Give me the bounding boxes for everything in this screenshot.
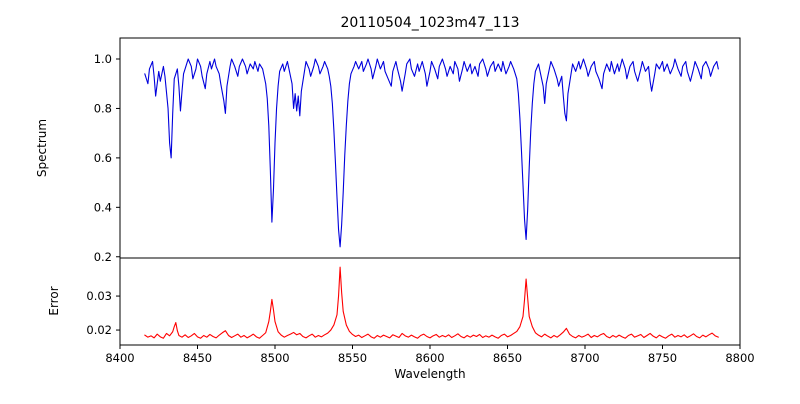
x-tick-label: 8600: [415, 351, 444, 365]
plot-panels: 0.2 0.4 0.6 0.8 1.0 0.02 0.03 8400 8450 8500 8550 8…: [86, 37, 755, 365]
y-axis-label-spectrum: Spectrum: [35, 119, 49, 177]
plot-title: 20110504_1023m47_113: [340, 15, 519, 31]
x-tick-label: 8650: [493, 351, 522, 365]
y-tick-label: 0.2: [94, 250, 112, 264]
y-tick-label: 0.8: [94, 101, 112, 115]
x-tick-label: 8500: [260, 351, 289, 365]
y-tick-label: 0.03: [86, 289, 112, 303]
x-tick-label: 8400: [105, 351, 134, 365]
x-tick-label: 8450: [183, 351, 212, 365]
error-axes-border: [119, 257, 741, 346]
y-axis-label-error: Error: [47, 286, 61, 315]
error-line: [144, 266, 719, 339]
y-tick-label: 0.6: [94, 151, 112, 165]
y-tick-label: 0.4: [94, 200, 112, 214]
spectrum-line: [144, 58, 719, 248]
x-tick-label: 8700: [570, 351, 599, 365]
x-tick-label: 8750: [648, 351, 677, 365]
y-tick-label: 1.0: [94, 52, 112, 66]
x-axis-label: Wavelength: [394, 367, 465, 381]
x-tick-label: 8800: [725, 351, 754, 365]
y-tick-label: 0.02: [86, 323, 112, 337]
x-tick-label: 8550: [338, 351, 367, 365]
